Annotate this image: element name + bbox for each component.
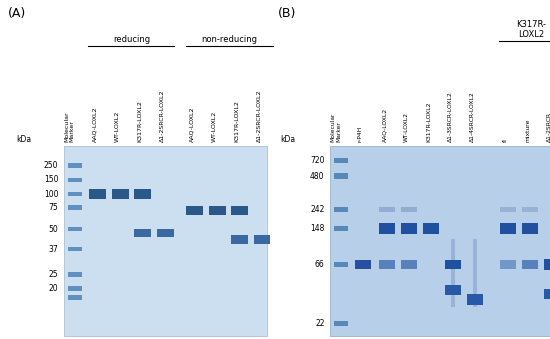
Bar [186, 205, 203, 215]
Bar [379, 260, 395, 269]
Bar [68, 295, 82, 300]
Text: 20: 20 [49, 284, 58, 293]
Text: 480: 480 [310, 172, 324, 181]
Bar [424, 223, 439, 234]
Text: Molecular
Marker: Molecular Marker [330, 113, 341, 142]
Text: WT-LOXL2: WT-LOXL2 [212, 111, 217, 142]
Bar [334, 174, 348, 179]
Bar [355, 260, 371, 269]
Bar [232, 236, 248, 244]
Bar [112, 189, 129, 199]
Bar [468, 294, 483, 305]
Text: 50: 50 [48, 225, 58, 234]
Bar [68, 192, 82, 196]
Text: AAQ-LOXL2: AAQ-LOXL2 [190, 107, 195, 142]
Text: 75: 75 [48, 203, 58, 212]
Text: 37: 37 [48, 245, 58, 254]
Bar [402, 206, 417, 212]
Bar [64, 146, 267, 336]
Text: reducing: reducing [113, 35, 150, 44]
Text: r-P4H: r-P4H [358, 126, 363, 142]
Bar [208, 205, 225, 215]
Bar [402, 260, 417, 269]
Bar [522, 260, 538, 269]
Bar [379, 223, 395, 234]
Text: Molecular
Marker: Molecular Marker [64, 112, 75, 142]
Text: non-reducing: non-reducing [201, 35, 257, 44]
Text: 25: 25 [49, 271, 58, 279]
Bar [334, 226, 348, 231]
Bar [522, 207, 538, 212]
Text: 22: 22 [315, 319, 324, 328]
Text: AAQ-LOXL2: AAQ-LOXL2 [92, 107, 97, 142]
Text: WT-LOXL2: WT-LOXL2 [115, 111, 120, 142]
Bar [330, 146, 550, 336]
Bar [68, 247, 82, 251]
Bar [134, 229, 151, 237]
Bar [500, 207, 516, 212]
Text: kDa: kDa [16, 135, 31, 144]
Bar [446, 260, 461, 269]
Bar [522, 223, 538, 234]
Text: kDa: kDa [280, 135, 296, 144]
Bar [157, 229, 174, 237]
Text: 100: 100 [44, 190, 58, 199]
Bar [544, 288, 550, 299]
Bar [68, 205, 82, 210]
Text: 150: 150 [44, 176, 58, 184]
Text: Δ1-2SRCR-LOXL2: Δ1-2SRCR-LOXL2 [160, 90, 165, 142]
Text: Δ1-3SRCR-LOXL2: Δ1-3SRCR-LOXL2 [448, 92, 453, 142]
Text: K317R-LOXL2: K317R-LOXL2 [235, 100, 240, 142]
Bar [68, 273, 82, 277]
Bar [451, 239, 455, 307]
Text: (B): (B) [278, 7, 296, 20]
Bar [334, 321, 348, 326]
Bar [544, 259, 550, 270]
Text: Δ1-4SRCR-LOXL2: Δ1-4SRCR-LOXL2 [470, 92, 475, 142]
Text: Δ1-2SRCR: Δ1-2SRCR [547, 112, 550, 142]
Bar [254, 236, 271, 244]
Text: (A): (A) [8, 7, 26, 20]
Bar [89, 189, 106, 199]
Bar [402, 223, 417, 234]
Bar [68, 178, 82, 182]
Bar [500, 260, 516, 269]
Bar [68, 227, 82, 231]
Text: WT-LOXL2: WT-LOXL2 [404, 113, 409, 142]
Text: K317R-LOXL2: K317R-LOXL2 [426, 102, 431, 142]
Bar [134, 189, 151, 199]
Bar [446, 285, 461, 295]
Bar [232, 205, 248, 215]
Text: 66: 66 [315, 260, 324, 269]
Text: 250: 250 [44, 161, 58, 170]
Bar [379, 206, 395, 212]
Text: 242: 242 [310, 205, 324, 214]
Bar [500, 223, 516, 234]
Text: fl: fl [503, 139, 508, 142]
Text: AAQ-LOXL2: AAQ-LOXL2 [382, 108, 387, 142]
Text: mixture: mixture [525, 119, 530, 142]
Bar [334, 207, 348, 212]
Bar [334, 262, 348, 267]
Text: 148: 148 [310, 224, 324, 233]
Bar [68, 163, 82, 168]
Text: K317R-
LOXL2: K317R- LOXL2 [516, 20, 546, 39]
Bar [473, 239, 477, 307]
Bar [334, 158, 348, 163]
Text: 720: 720 [310, 157, 324, 165]
Text: K317R-LOXL2: K317R-LOXL2 [138, 100, 142, 142]
Bar [68, 286, 82, 291]
Text: Δ1-2SRCR-LOXL2: Δ1-2SRCR-LOXL2 [257, 90, 262, 142]
